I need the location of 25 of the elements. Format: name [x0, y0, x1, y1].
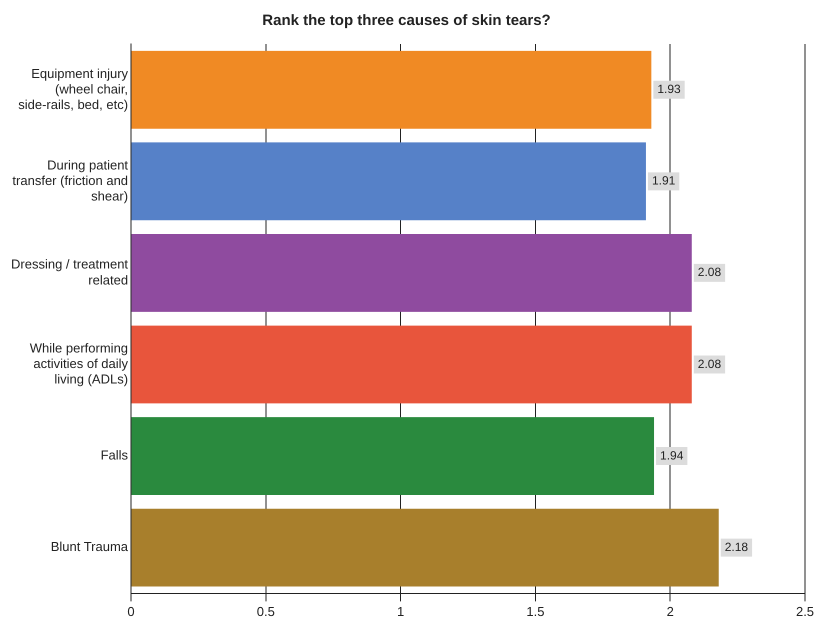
bar — [132, 234, 692, 312]
bar — [132, 50, 652, 129]
data-label: 1.93 — [657, 82, 682, 96]
data-label: 2.18 — [724, 540, 748, 554]
x-tick-label: 0.5 — [256, 604, 275, 619]
y-tick-label: Blunt Trauma — [50, 539, 129, 554]
y-tick-label: While performing activities of daily living (ADLs) — [30, 340, 129, 387]
chart-title: Rank the top three causes of skin tears? — [262, 12, 551, 30]
data-label: 2.08 — [698, 265, 722, 280]
x-tick-label: 1 — [397, 604, 404, 619]
bar — [132, 417, 654, 495]
data-label: 1.94 — [660, 448, 684, 462]
y-tick-label: During patient transfer (friction and shear) — [12, 157, 128, 204]
bar — [132, 508, 719, 587]
x-tick-label: 2 — [666, 604, 674, 619]
data-label: 2.08 — [698, 356, 722, 371]
bar — [132, 142, 646, 220]
y-tick-label: Equipment injury (wheel chair, side-rails, bed, etc) — [18, 66, 129, 112]
y-tick-label: Falls — [100, 448, 129, 463]
x-tick-label: 0 — [127, 604, 135, 619]
bar — [132, 326, 692, 404]
y-tick-label: Dressing / treatment related — [11, 256, 128, 288]
data-label: 1.91 — [652, 174, 676, 188]
x-tick-label: 1.5 — [526, 604, 544, 619]
x-tick-label: 2.5 — [796, 604, 814, 619]
